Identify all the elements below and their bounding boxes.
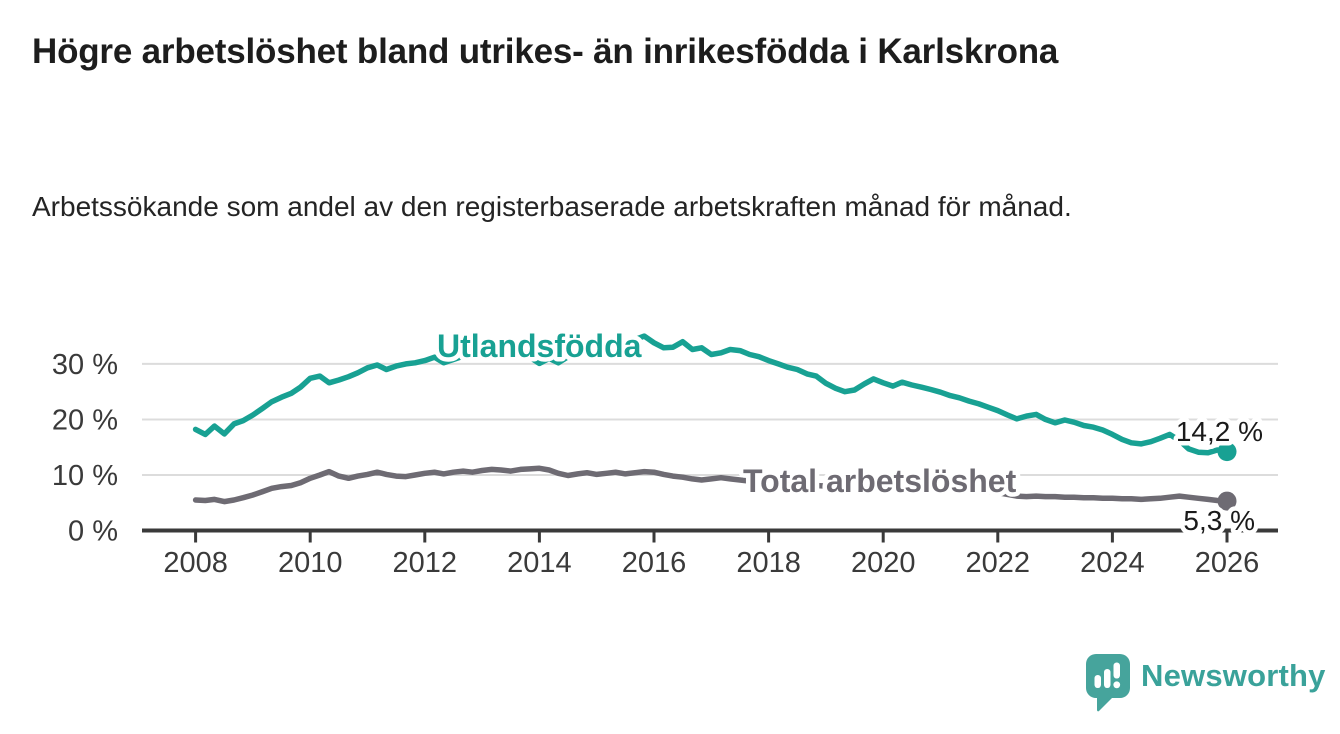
x-axis-tick-label: 2010: [278, 547, 343, 579]
newsworthy-logo: Newsworthy: [1086, 654, 1326, 712]
series-end-dot-utlandsfodda: [1217, 442, 1237, 462]
series-line-utlandsfodda: [192, 333, 1230, 456]
page-title: Högre arbetslöshet bland utrikes- än inr…: [32, 32, 1059, 71]
bar-chart-bar-short: [1094, 675, 1101, 688]
page-subtitle: Arbetssökande som andel av den registerb…: [32, 191, 1072, 222]
exclamation-bar: [1113, 662, 1120, 679]
series-line-total: [192, 465, 1230, 505]
y-axis-tick-label: 30 %: [52, 349, 118, 381]
x-axis-tick-label: 2026: [1195, 547, 1260, 579]
newsworthy-speech-bubble-bar-chart-icon: [1086, 654, 1130, 712]
series-label-utlandsfodda: Utlandsfödda: [437, 328, 642, 364]
series-end-dot-total: [1217, 491, 1237, 511]
y-axis-tick-label: 0 %: [68, 516, 118, 548]
x-axis-tick-label: 2022: [966, 547, 1031, 579]
x-axis-tick-label: 2014: [507, 547, 572, 579]
x-axis-tick-label: 2020: [851, 547, 916, 579]
exclamation-dot: [1113, 681, 1121, 689]
x-axis-tick-label: 2016: [622, 547, 687, 579]
series-end-value-label-total: 5,3 %: [1183, 505, 1255, 536]
bar-chart-bar-medium: [1104, 669, 1111, 688]
newsworthy-logo-text: Newsworthy: [1141, 658, 1326, 693]
series-label-total: Total arbetslöshet: [743, 463, 1017, 499]
series-end-value-label-utlandsfodda: 14,2 %: [1176, 416, 1263, 447]
x-axis-tick-label: 2008: [163, 547, 228, 579]
x-axis-tick-label: 2018: [736, 547, 801, 579]
y-axis-tick-label: 20 %: [52, 404, 118, 436]
x-axis-tick-label: 2012: [393, 547, 458, 579]
x-axis-tick-label: 2024: [1080, 547, 1145, 579]
y-axis-tick-label: 10 %: [52, 460, 118, 492]
